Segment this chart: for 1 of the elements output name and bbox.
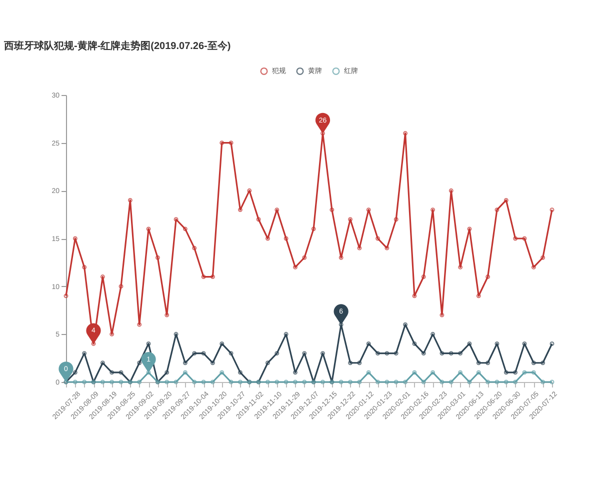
chart-title: 西班牙球队犯规-黄牌-红牌走势图(2019.07.26-至今) <box>3 40 231 52</box>
